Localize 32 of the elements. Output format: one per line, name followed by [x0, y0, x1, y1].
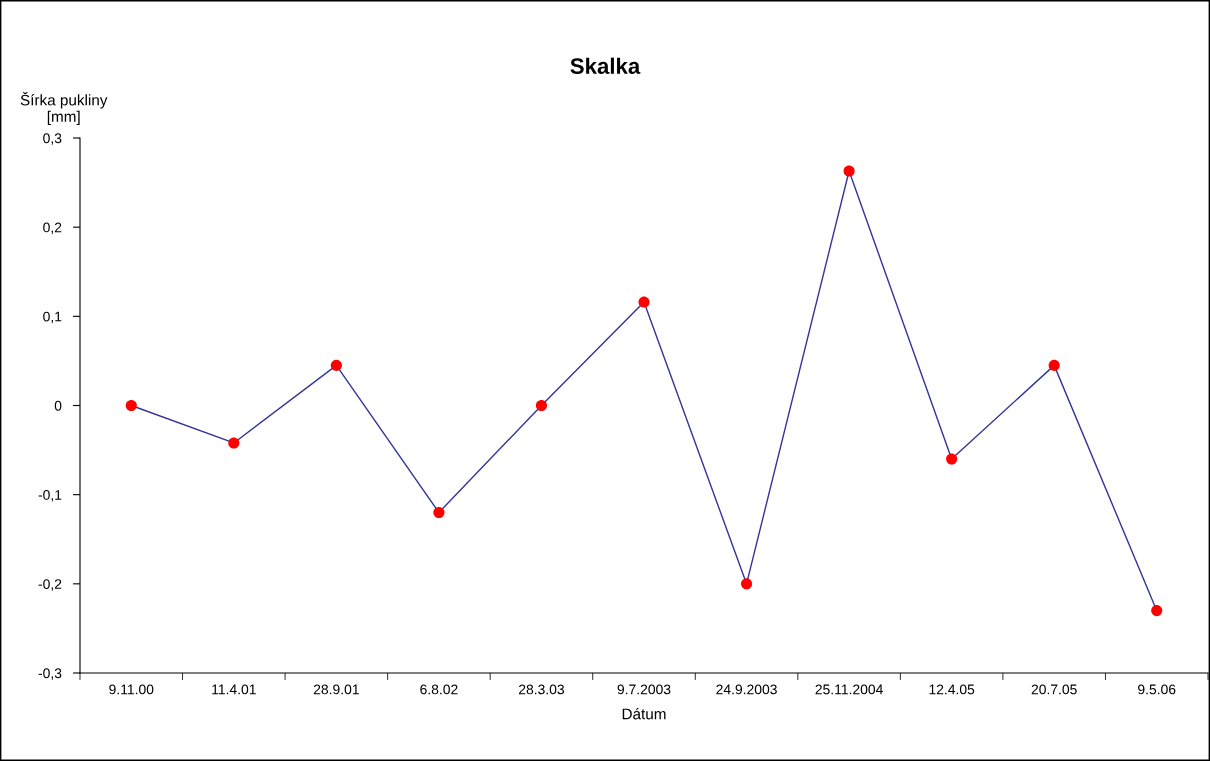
x-tick-label: 28.3.03 — [518, 684, 565, 695]
x-tick-label: 9.5.06 — [1138, 684, 1176, 695]
x-axis-title: Dátum — [622, 707, 666, 720]
y-tick-label: -0,2 — [38, 579, 62, 591]
point — [125, 399, 137, 412]
point — [740, 578, 753, 590]
x-tick-label: 6.8.02 — [420, 684, 458, 695]
point — [535, 399, 548, 412]
x-tick-label: 20.7.05 — [1031, 684, 1077, 695]
y-tick-label: 0,3 — [43, 133, 62, 145]
y-tick-label: 0,1 — [43, 311, 62, 324]
x-tick-label: 28.9.01 — [313, 684, 359, 695]
point — [433, 506, 445, 519]
y-tick-label: 0 — [54, 400, 62, 411]
point — [1048, 359, 1060, 371]
point — [638, 296, 650, 308]
point — [843, 165, 855, 177]
point — [228, 437, 240, 449]
point — [330, 359, 342, 371]
y-tick-label: 0,2 — [43, 222, 62, 234]
x-tick-label: 11.4.01 — [212, 684, 256, 695]
chart-title: Skalka — [570, 57, 641, 74]
x-tick-label: 24.9.2003 — [716, 684, 777, 695]
y-tick-label: -0,3 — [38, 668, 62, 680]
y-tick-label: -0,1 — [38, 490, 62, 502]
x-tick-label: 9.11.00 — [109, 684, 154, 695]
x-tick-label: 12.4.05 — [929, 684, 975, 695]
point — [1151, 605, 1163, 617]
point — [946, 453, 958, 465]
x-tick-label: 9.7.2003 — [617, 684, 671, 695]
x-tick-label: 25.11.2004 — [815, 684, 883, 695]
y-axis-title: Šírka pukliny [mm] — [20, 92, 108, 125]
